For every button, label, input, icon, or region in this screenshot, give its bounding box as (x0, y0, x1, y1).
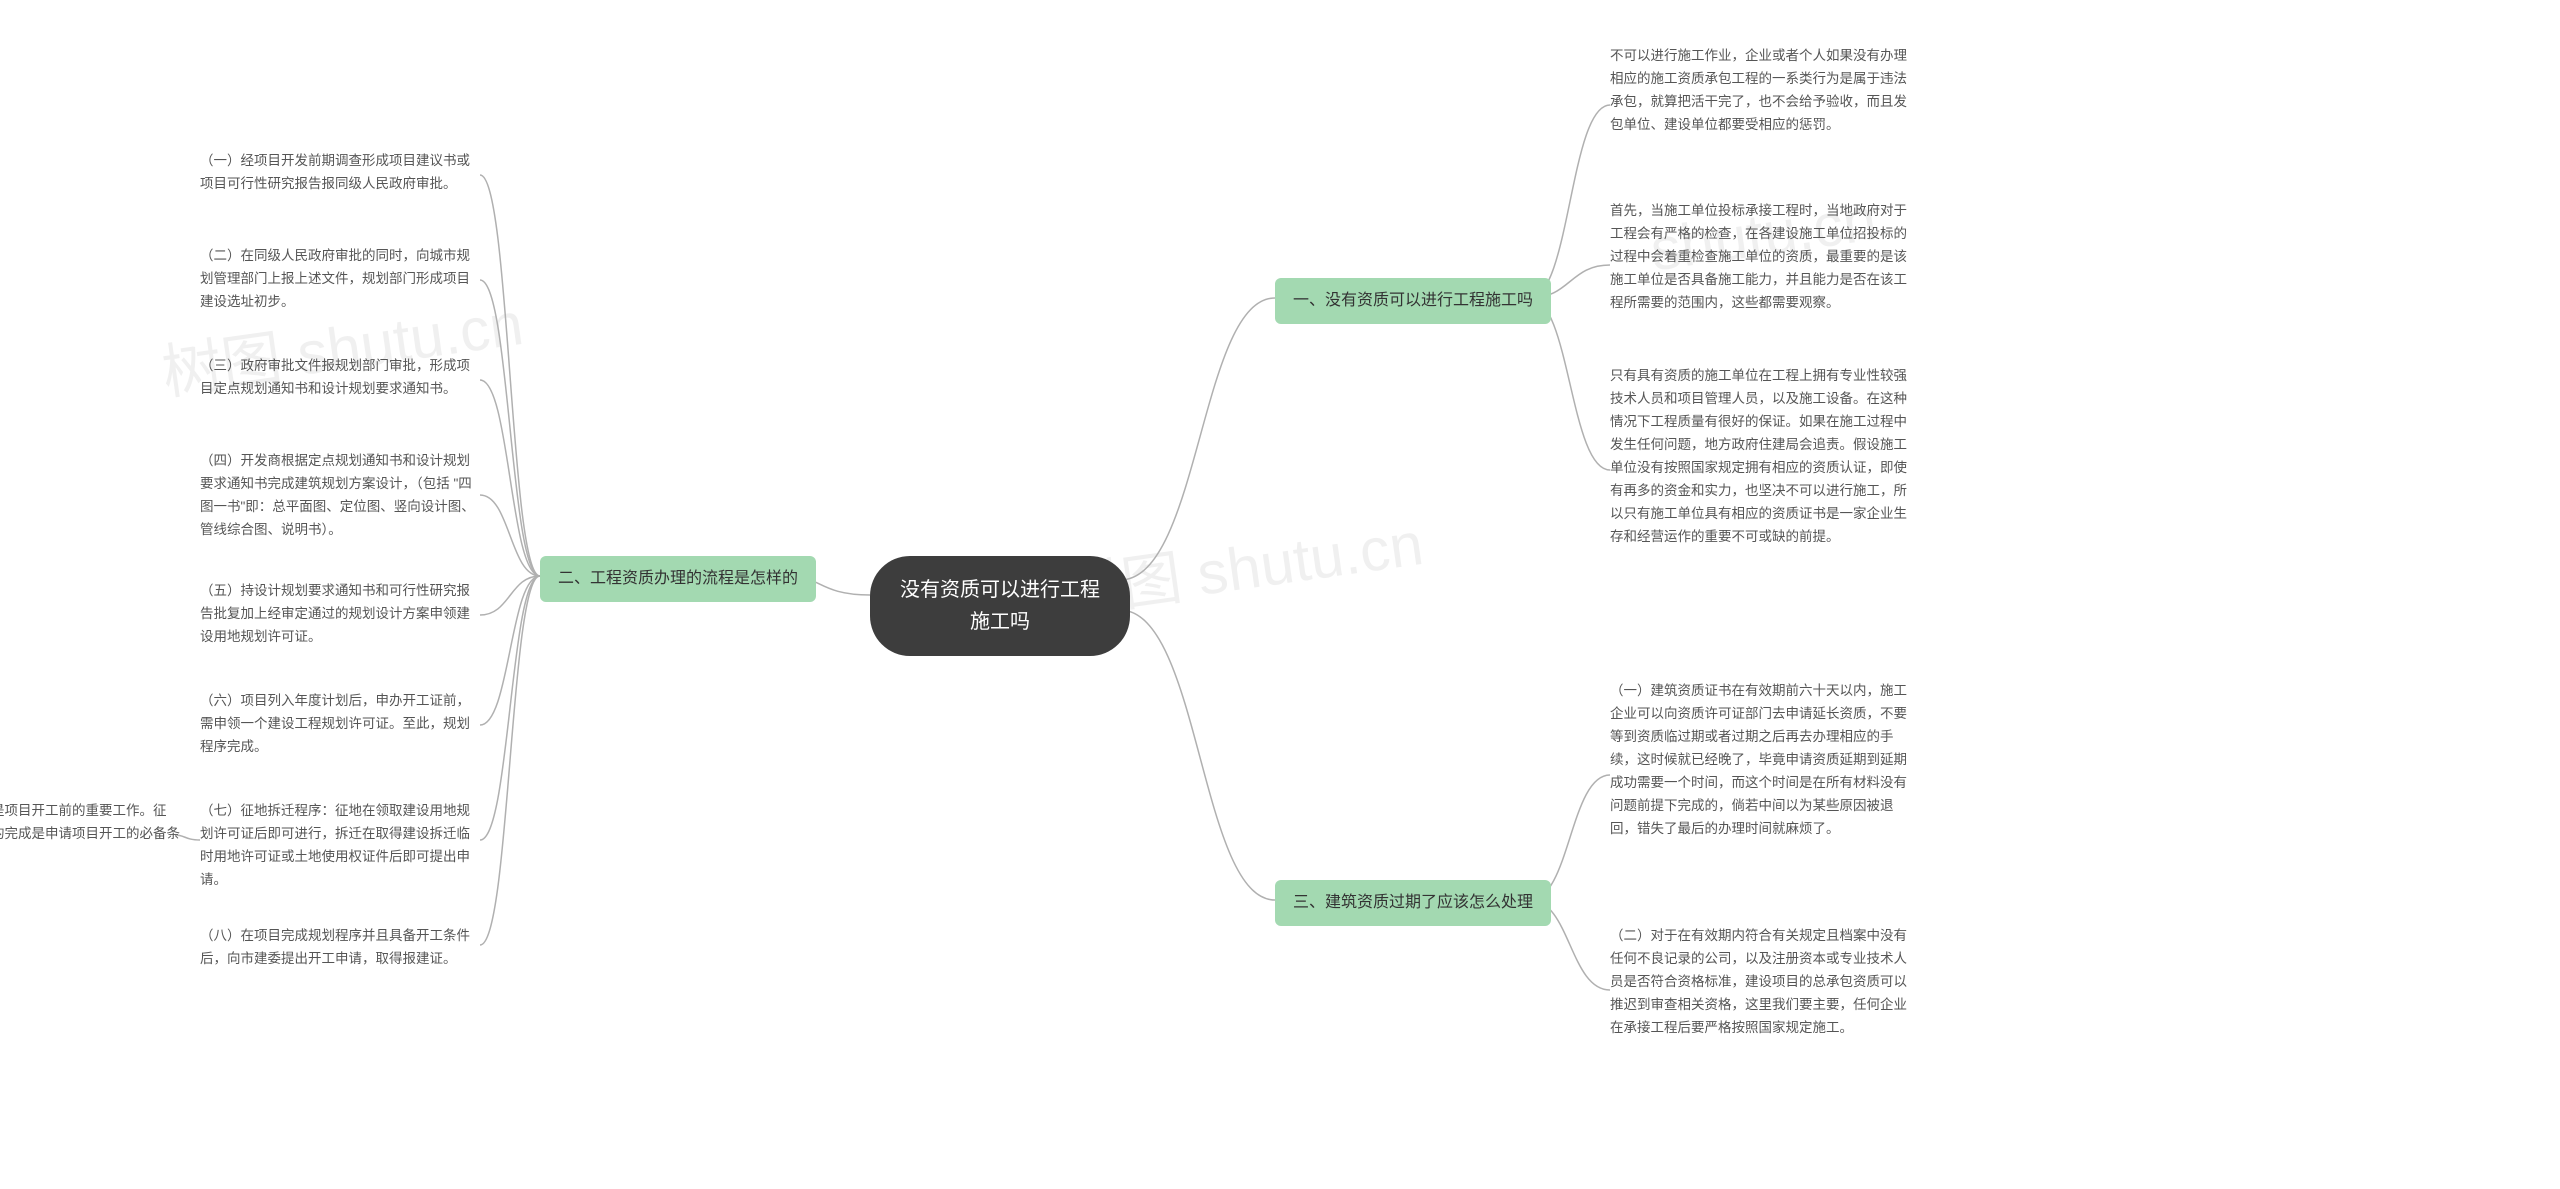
leaf-node: （七）征地拆迁程序：征地在领取建设用地规划许可证后即可进行，拆迁在取得建设拆迁临… (200, 800, 480, 892)
leaf-node: 只有具有资质的施工单位在工程上拥有专业性较强技术人员和项目管理人员，以及施工设备… (1610, 365, 1910, 549)
branch-node-2[interactable]: 二、工程资质办理的流程是怎样的 (540, 556, 816, 602)
branch-label: 三、建筑资质过期了应该怎么处理 (1293, 894, 1533, 911)
leaf-node: （六）项目列入年度计划后，申办开工证前，需申领一个建设工程规划许可证。至此，规划… (200, 690, 480, 759)
branch-label: 二、工程资质办理的流程是怎样的 (558, 570, 798, 587)
branch-node-3[interactable]: 三、建筑资质过期了应该怎么处理 (1275, 880, 1551, 926)
leaf-node: （一）建筑资质证书在有效期前六十天以内，施工企业可以向资质许可证部门去申请延长资… (1610, 680, 1910, 841)
root-label: 没有资质可以进行工程施工吗 (900, 579, 1100, 633)
branch-label: 一、没有资质可以进行工程施工吗 (1293, 292, 1533, 309)
leaf-node: 不可以进行施工作业，企业或者个人如果没有办理相应的施工资质承包工程的一系类行为是… (1610, 45, 1910, 137)
leaf-node: （三）政府审批文件报规划部门审批，形成项目定点规划通知书和设计规划要求通知书。 (200, 355, 480, 401)
leaf-node: （八）在项目完成规划程序并且具备开工条件后，向市建委提出开工申请，取得报建证。 (200, 925, 480, 971)
leaf-node: （二）在同级人民政府审批的同时，向城市规划管理部门上报上述文件，规划部门形成项目… (200, 245, 480, 314)
leaf-node: （五）持设计规划要求通知书和可行性研究报告批复加上经审定通过的规划设计方案申领建… (200, 580, 480, 649)
leaf-node: （一）经项目开发前期调查形成项目建议书或项目可行性研究报告报同级人民政府审批。 (200, 150, 480, 196)
leaf-node: 首先，当施工单位投标承接工程时，当地政府对于工程会有严格的检查，在各建设施工单位… (1610, 200, 1910, 315)
branch-node-1[interactable]: 一、没有资质可以进行工程施工吗 (1275, 278, 1551, 324)
leaf-node: （四）开发商根据定点规划通知书和设计规划要求通知书完成建筑规划方案设计，（包括 … (200, 450, 480, 542)
root-node[interactable]: 没有资质可以进行工程施工吗 (870, 556, 1130, 656)
leaf-node-sub: 征地、拆迁都是项目开工前的重要工作。征地、拆迁工作的完成是申请项目开工的必备条件… (0, 800, 180, 869)
leaf-node: （二）对于在有效期内符合有关规定且档案中没有任何不良记录的公司，以及注册资本或专… (1610, 925, 1910, 1040)
